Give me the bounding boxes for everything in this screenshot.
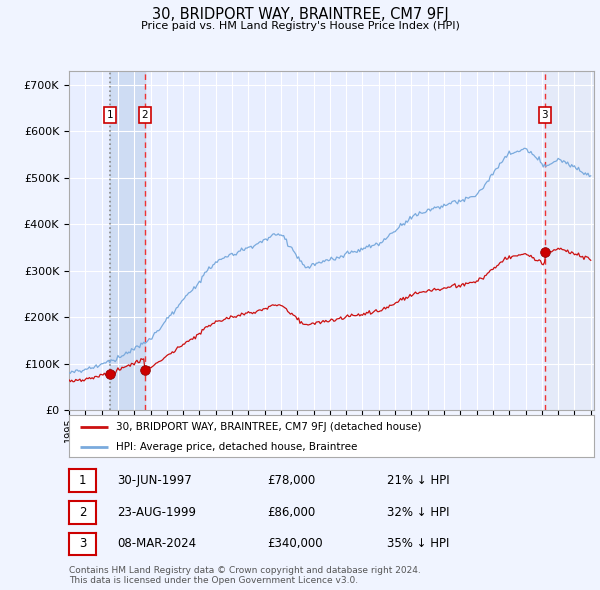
Text: 2: 2 [142,110,148,120]
Text: Contains HM Land Registry data © Crown copyright and database right 2024.
This d: Contains HM Land Registry data © Crown c… [69,566,421,585]
Text: 30, BRIDPORT WAY, BRAINTREE, CM7 9FJ: 30, BRIDPORT WAY, BRAINTREE, CM7 9FJ [152,7,448,22]
Bar [545,71,594,410]
Text: 1: 1 [106,110,113,120]
Text: 30-JUN-1997: 30-JUN-1997 [117,474,192,487]
Text: 3: 3 [542,110,548,120]
Bar [545,71,594,410]
Text: 35% ↓ HPI: 35% ↓ HPI [387,537,449,550]
Text: 3: 3 [79,537,86,550]
Text: £78,000: £78,000 [267,474,315,487]
Text: HPI: Average price, detached house, Braintree: HPI: Average price, detached house, Brai… [116,442,358,451]
Text: 21% ↓ HPI: 21% ↓ HPI [387,474,449,487]
Text: Price paid vs. HM Land Registry's House Price Index (HPI): Price paid vs. HM Land Registry's House … [140,21,460,31]
Text: 1: 1 [79,474,86,487]
Text: £340,000: £340,000 [267,537,323,550]
Text: £86,000: £86,000 [267,506,315,519]
Text: 32% ↓ HPI: 32% ↓ HPI [387,506,449,519]
Text: 23-AUG-1999: 23-AUG-1999 [117,506,196,519]
Bar [110,71,145,410]
Text: 08-MAR-2024: 08-MAR-2024 [117,537,196,550]
Text: 2: 2 [79,506,86,519]
Text: 30, BRIDPORT WAY, BRAINTREE, CM7 9FJ (detached house): 30, BRIDPORT WAY, BRAINTREE, CM7 9FJ (de… [116,422,422,432]
